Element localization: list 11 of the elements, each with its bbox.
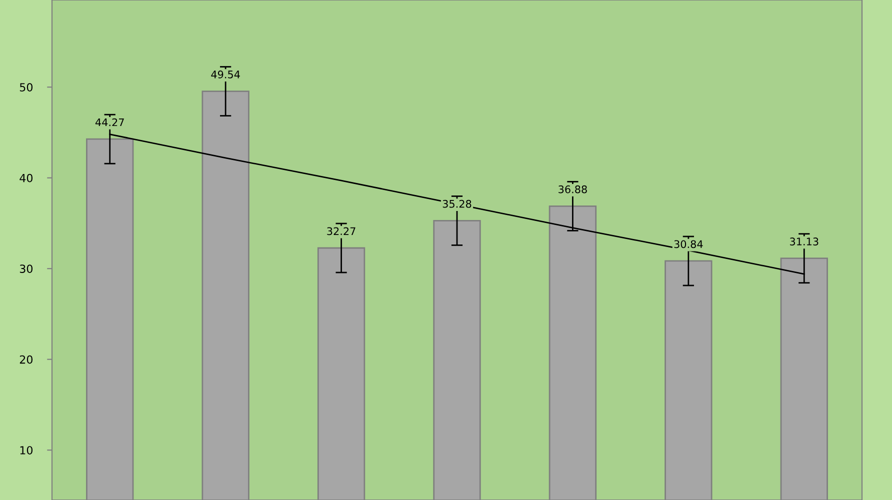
data-label: 49.54 bbox=[211, 70, 240, 78]
data-label: 31.13 bbox=[790, 238, 818, 246]
y-tick-label: 30 bbox=[20, 264, 33, 273]
data-label: 32.27 bbox=[327, 227, 356, 236]
y-tick-label: 10 bbox=[20, 446, 33, 454]
y-tick-label: 50 bbox=[20, 83, 33, 92]
y-tick-label: 20 bbox=[20, 355, 33, 364]
data-label: 36.88 bbox=[558, 185, 587, 194]
data-label: 30.84 bbox=[674, 240, 703, 248]
y-tick-label: 40 bbox=[20, 174, 33, 182]
data-label: 44.27 bbox=[95, 118, 124, 126]
